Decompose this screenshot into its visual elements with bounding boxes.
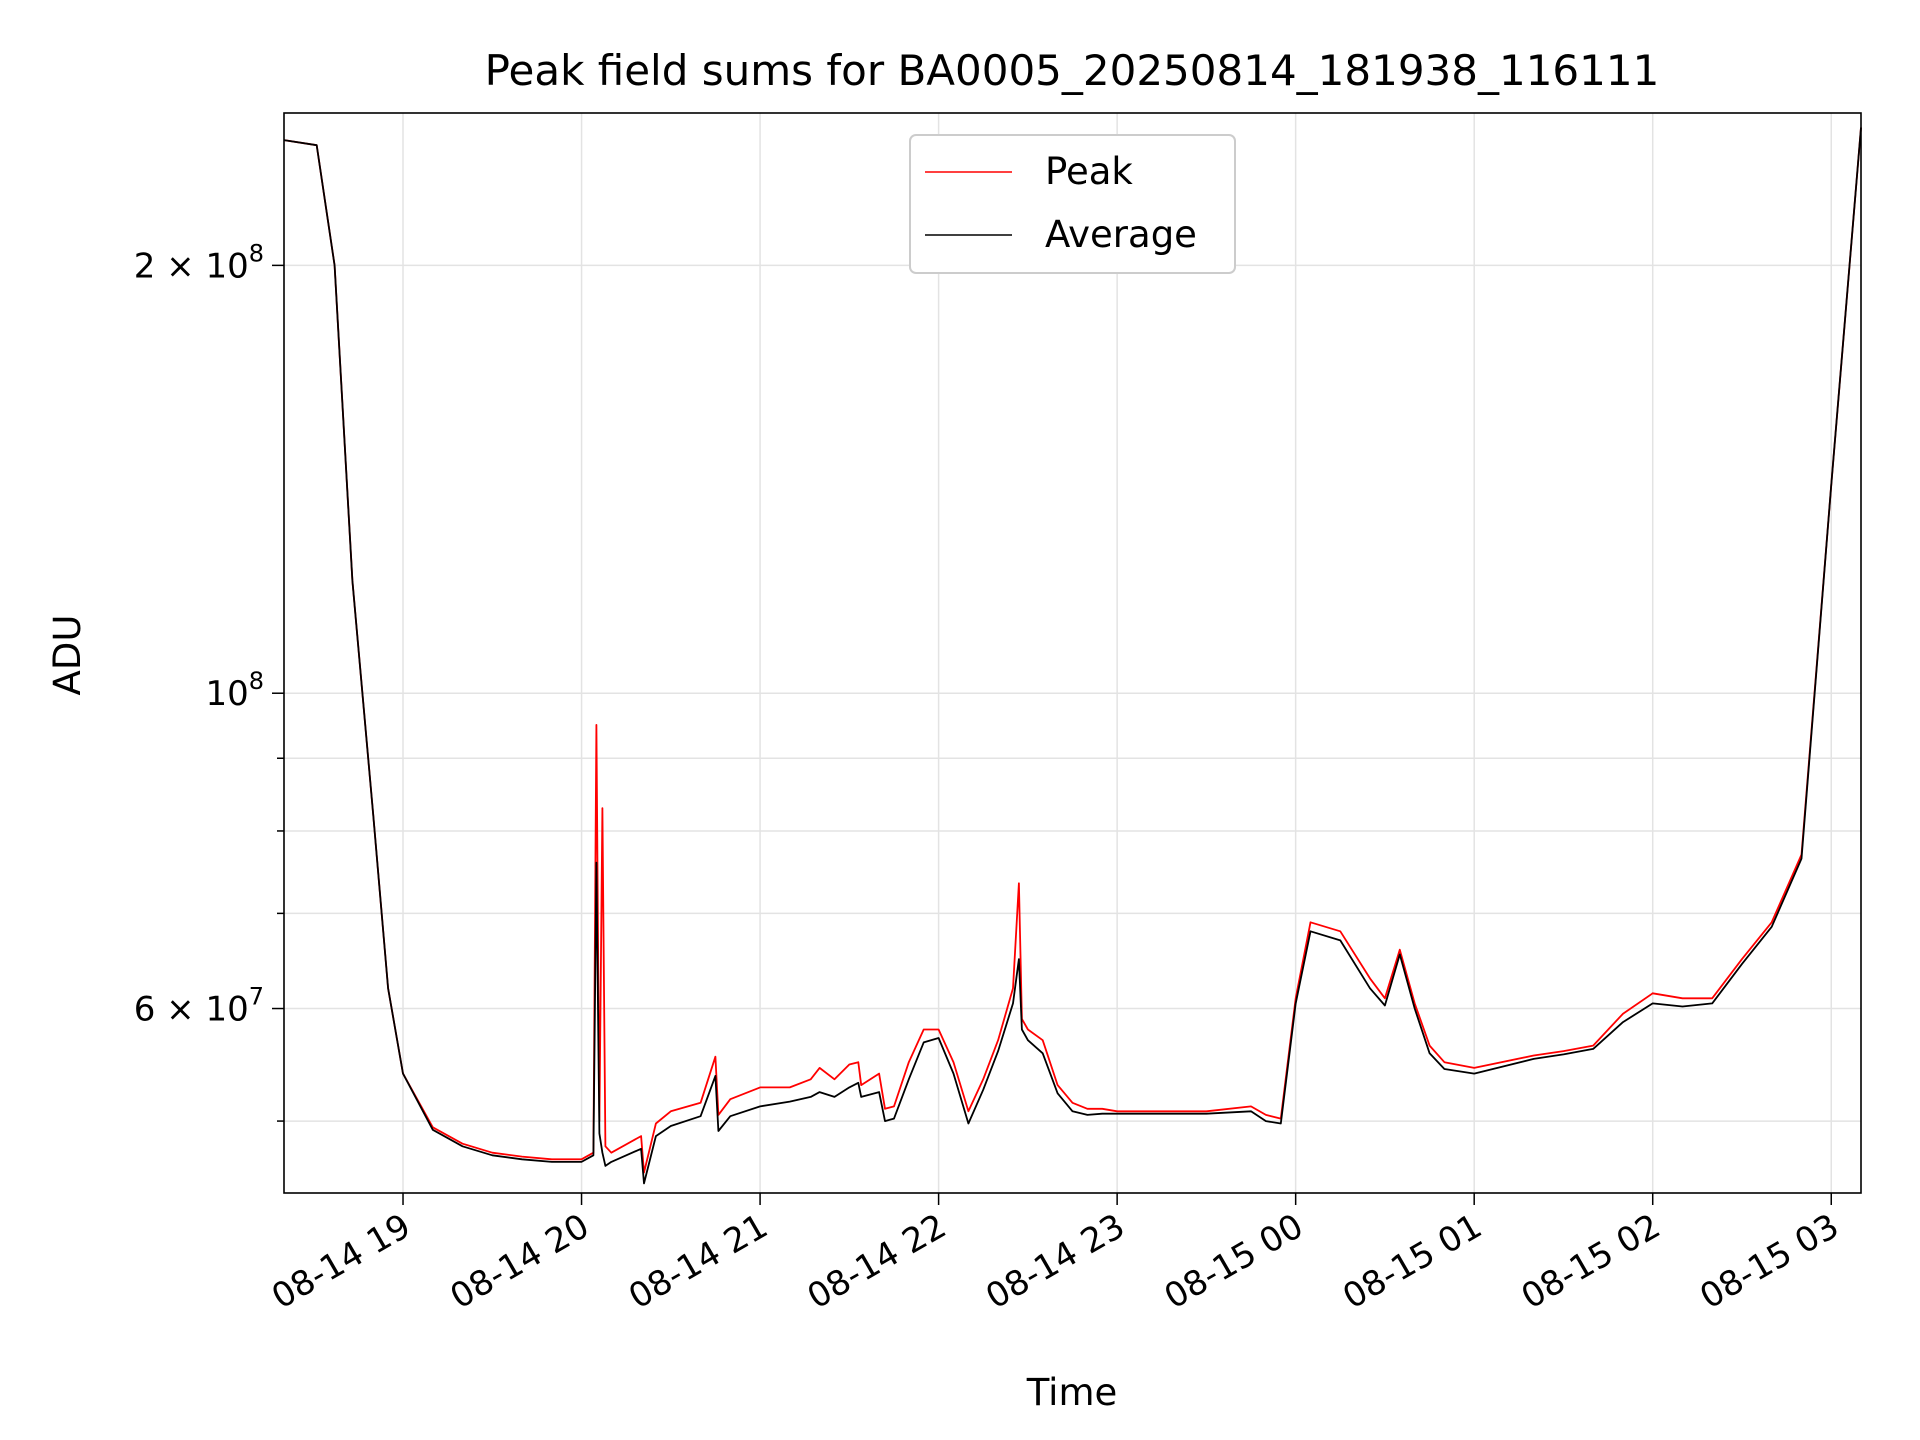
x-tick-label: 08-14 23 <box>979 1206 1131 1317</box>
x-tick-label: 08-14 22 <box>801 1206 953 1317</box>
plot-frame <box>283 112 1862 1194</box>
legend-box <box>909 134 1236 274</box>
x-tick-label: 08-15 01 <box>1336 1206 1488 1317</box>
y-axis-label: ADU <box>46 615 89 696</box>
chart-title: Peak field sums for BA0005_20250814_1819… <box>485 46 1660 95</box>
x-tick-label: 08-14 20 <box>444 1206 596 1317</box>
y-tick-label: 108 <box>205 667 264 714</box>
series-line-peak <box>283 127 1862 1174</box>
x-tick-label: 08-15 00 <box>1158 1206 1310 1317</box>
x-axis: 08-14 19 08-14 20 08-14 21 08-14 22 08-14 23… <box>265 1193 1846 1317</box>
legend-label-peak: Peak <box>1045 150 1133 193</box>
grid <box>284 113 1861 1193</box>
x-tick-label: 08-14 19 <box>265 1206 417 1317</box>
x-axis-label: Time <box>1026 1371 1118 1414</box>
legend: Peak Average <box>909 134 1236 274</box>
x-tick-label: 08-15 03 <box>1693 1206 1845 1317</box>
x-tick-label: 08-14 21 <box>622 1206 774 1317</box>
x-tick-label: 08-15 02 <box>1515 1206 1667 1317</box>
series-layer <box>283 127 1862 1185</box>
legend-label-average: Average <box>1045 213 1197 256</box>
y-tick-label: 6 × 107 <box>134 983 264 1030</box>
y-axis: 2 × 108 108 6 × 107 <box>134 239 284 1122</box>
y-tick-label: 2 × 108 <box>134 239 264 286</box>
series-line-average <box>283 127 1862 1185</box>
